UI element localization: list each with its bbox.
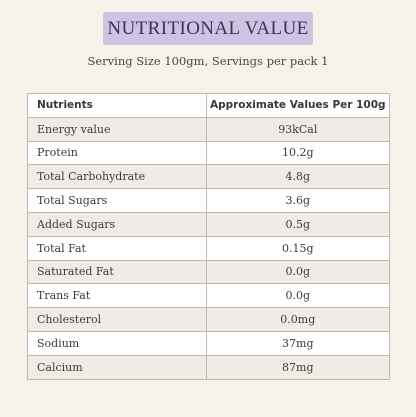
table-row: Total Fat 0.15g <box>27 235 391 261</box>
nutrient-name: Energy value <box>27 116 207 142</box>
nutrient-value: 0.0mg <box>205 307 391 332</box>
table-row: Protein 10.2g <box>27 140 391 166</box>
nutrient-value: 4.8g <box>205 164 391 190</box>
page-title: NUTRITIONAL VALUE <box>107 17 309 39</box>
table-row: Energy value 93kCal <box>27 116 391 142</box>
nutrient-value: 37mg <box>205 330 391 356</box>
nutrient-value: 3.6g <box>205 188 391 213</box>
nutrient-value: 0.0g <box>205 283 391 309</box>
nutrient-name: Trans Fat <box>27 283 207 309</box>
nutrient-name: Calcium <box>27 354 207 380</box>
nutrient-name: Protein <box>27 140 207 166</box>
nutrition-table: Nutrients Approximate Values Per 100g En… <box>27 93 391 380</box>
nutrient-value: 10.2g <box>205 140 391 166</box>
table-row: Cholesterol 0.0mg <box>27 307 391 332</box>
table-row: Total Sugars 3.6g <box>27 188 391 213</box>
table-row: Trans Fat 0.0g <box>27 283 391 309</box>
nutrient-name: Sodium <box>27 330 207 356</box>
title-banner: NUTRITIONAL VALUE <box>103 12 313 45</box>
column-header-values: Approximate Values Per 100g <box>205 93 391 118</box>
nutrient-name: Saturated Fat <box>27 259 207 285</box>
nutrient-value: 0.0g <box>205 259 391 285</box>
table-row: Calcium 87mg <box>27 354 391 380</box>
table-row: Sodium 37mg <box>27 330 391 356</box>
table-header-row: Nutrients Approximate Values Per 100g <box>27 93 391 118</box>
table-row: Saturated Fat 0.0g <box>27 259 391 285</box>
nutrient-name: Cholesterol <box>27 307 207 332</box>
nutrient-name: Added Sugars <box>27 211 207 237</box>
table-row: Added Sugars 0.5g <box>27 211 391 237</box>
nutrient-value: 0.5g <box>205 211 391 237</box>
nutrient-name: Total Sugars <box>27 188 207 213</box>
serving-info: Serving Size 100gm, Servings per pack 1 <box>87 54 329 68</box>
nutrient-value: 93kCal <box>205 116 391 142</box>
nutrient-value: 87mg <box>205 354 391 380</box>
nutrient-name: Total Carbohydrate <box>27 164 207 190</box>
nutrient-value: 0.15g <box>205 235 391 261</box>
column-header-nutrients: Nutrients <box>27 93 207 118</box>
nutrient-name: Total Fat <box>27 235 207 261</box>
table-row: Total Carbohydrate 4.8g <box>27 164 391 190</box>
